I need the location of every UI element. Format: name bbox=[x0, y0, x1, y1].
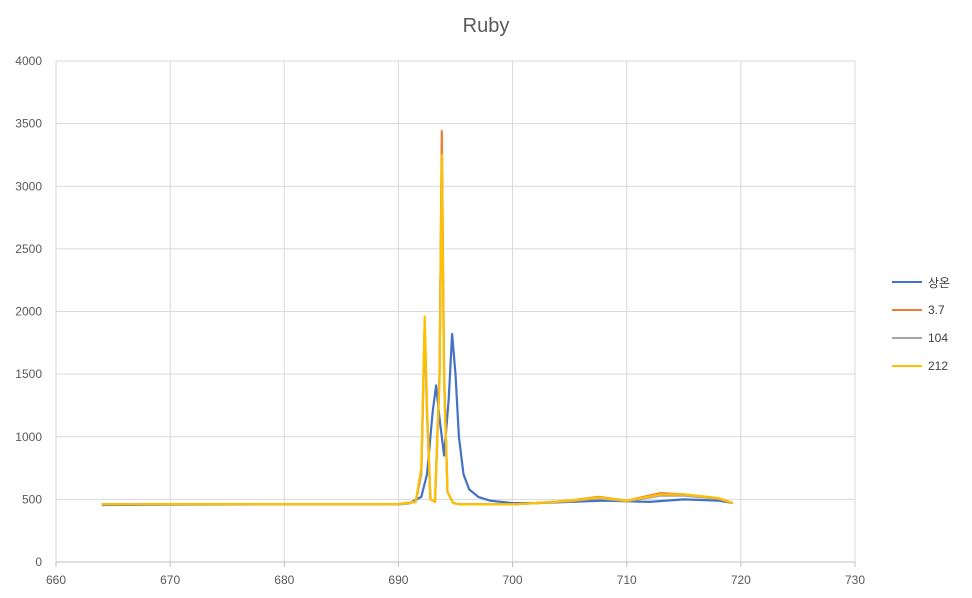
legend-label: 212 bbox=[928, 359, 949, 373]
series-line-2 bbox=[101, 156, 734, 506]
y-tick-label: 3000 bbox=[15, 179, 42, 193]
legend-item: 상온 bbox=[892, 268, 950, 296]
x-tick-label: 660 bbox=[46, 573, 66, 587]
x-tick-label: 700 bbox=[503, 573, 523, 587]
axes bbox=[55, 561, 856, 567]
legend-item: 212 bbox=[892, 352, 950, 380]
x-tick-label: 710 bbox=[617, 573, 637, 587]
x-tick-label: 670 bbox=[160, 573, 180, 587]
legend-swatch bbox=[892, 280, 922, 284]
legend-swatch bbox=[892, 336, 922, 340]
y-tick-label: 4000 bbox=[15, 54, 42, 68]
x-tick-label: 680 bbox=[274, 573, 294, 587]
legend-label: 104 bbox=[928, 331, 949, 345]
y-tick-label: 0 bbox=[35, 555, 42, 569]
series-line-1 bbox=[101, 130, 734, 506]
legend-item: 3.7 bbox=[892, 296, 950, 324]
y-tick-label: 1500 bbox=[15, 367, 42, 381]
y-tick-label: 1000 bbox=[15, 430, 42, 444]
chart-title: Ruby bbox=[462, 15, 510, 37]
y-tick-label: 2500 bbox=[15, 242, 42, 256]
x-tick-label: 690 bbox=[388, 573, 408, 587]
legend-label: 3.7 bbox=[928, 303, 945, 317]
legend-label: 상온 bbox=[928, 275, 951, 290]
series-lines bbox=[101, 130, 734, 507]
legend-swatch bbox=[892, 364, 922, 368]
legend-item: 104 bbox=[892, 324, 950, 352]
gridlines bbox=[55, 60, 856, 563]
tick-labels: 0 500 1000 1500 2000 2500 3000 3500 4000 660 670 68… bbox=[15, 54, 865, 587]
y-tick-label: 500 bbox=[22, 492, 42, 506]
x-tick-label: 720 bbox=[731, 573, 751, 587]
legend-swatch bbox=[892, 308, 922, 312]
y-tick-label: 3500 bbox=[15, 117, 42, 131]
series-line-0 bbox=[101, 332, 734, 507]
legend: 상온 3.7 104 212 bbox=[892, 268, 950, 380]
y-tick-label: 2000 bbox=[15, 305, 42, 319]
series-line-3 bbox=[101, 153, 734, 506]
x-tick-label: 730 bbox=[845, 573, 865, 587]
